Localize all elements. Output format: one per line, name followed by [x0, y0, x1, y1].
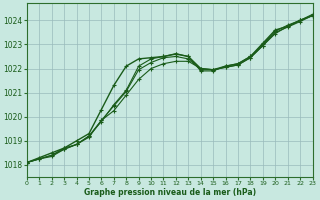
X-axis label: Graphe pression niveau de la mer (hPa): Graphe pression niveau de la mer (hPa)	[84, 188, 256, 197]
